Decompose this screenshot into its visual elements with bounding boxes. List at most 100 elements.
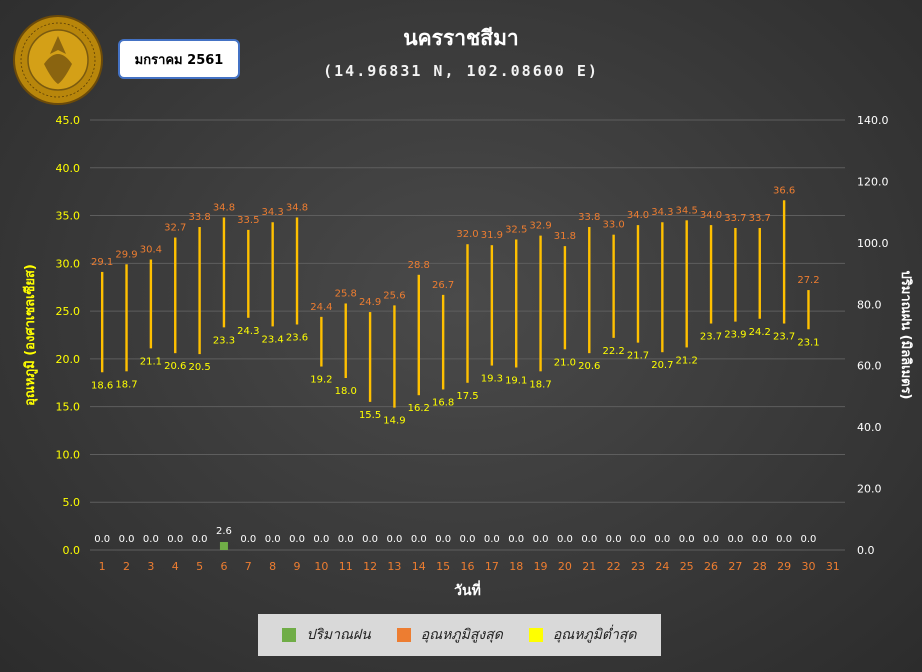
y-tick-label: 40.0 (56, 162, 81, 175)
legend-label-rain: ปริมาณฝน (306, 627, 371, 643)
y2-tick-label: 100.0 (857, 237, 889, 250)
tmin-data-label: 20.7 (651, 360, 673, 371)
tmax-data-label: 32.7 (164, 223, 186, 234)
tmax-data-label: 36.6 (773, 185, 795, 196)
tmax-data-label: 33.7 (749, 213, 771, 224)
tmin-data-label: 23.3 (213, 335, 235, 346)
x-axis-title: วันที่ (454, 580, 481, 599)
tmax-data-label: 30.4 (140, 245, 162, 256)
x-tick-label: 7 (245, 560, 252, 573)
legend-item-tmin: อุณหภูมิต่ำสุด (528, 624, 637, 646)
tmin-data-label: 18.7 (115, 379, 137, 390)
tmax-data-label: 33.8 (188, 212, 210, 223)
tmax-data-label: 29.9 (115, 249, 137, 260)
tmax-data-label: 33.5 (237, 215, 259, 226)
x-tick-label: 31 (826, 560, 840, 573)
tmax-data-label: 24.9 (359, 297, 381, 308)
temp-range-bar (174, 237, 177, 354)
y-tick-label: 30.0 (56, 257, 81, 270)
chart-title: นครราชสีมา (403, 26, 519, 50)
tmin-data-label: 21.0 (554, 357, 576, 368)
tmin-data-label: 21.1 (140, 356, 162, 367)
tmax-data-label: 32.9 (529, 221, 551, 232)
rain-data-label: 0.0 (167, 534, 183, 545)
x-tick-label: 17 (485, 560, 499, 573)
meteorological-department-logo (13, 15, 103, 105)
temp-range-bar (125, 264, 128, 372)
y-tick-label: 45.0 (56, 114, 81, 127)
temp-range-bar (271, 222, 274, 327)
tmin-data-label: 20.6 (164, 361, 186, 372)
x-tick-label: 14 (412, 560, 426, 573)
rain-data-label: 0.0 (801, 534, 817, 545)
x-tick-label: 2 (123, 560, 130, 573)
rain-data-label: 0.0 (727, 534, 743, 545)
tmax-data-label: 24.4 (310, 302, 332, 313)
tmax-data-label: 34.3 (262, 207, 284, 218)
y2-tick-label: 120.0 (857, 175, 889, 188)
temp-range-bar (563, 246, 567, 350)
temp-range-bar (295, 217, 299, 325)
rain-data-label: 0.0 (581, 534, 597, 545)
tmax-data-label: 34.8 (286, 202, 308, 213)
temp-range-bar (198, 227, 201, 355)
temp-range-bar (734, 227, 737, 322)
rain-data-label: 0.0 (752, 534, 768, 545)
x-tick-label: 28 (753, 560, 767, 573)
legend-swatch-tmin (528, 628, 543, 642)
temp-range-bar (661, 222, 664, 353)
temp-range-bar (612, 234, 615, 338)
tmin-data-label: 14.9 (383, 416, 405, 427)
x-tick-label: 16 (461, 560, 475, 573)
y2-tick-label: 40.0 (857, 421, 882, 434)
rain-data-label: 0.0 (606, 534, 622, 545)
rain-data-label: 0.0 (630, 534, 646, 545)
x-tick-label: 20 (558, 560, 572, 573)
y-tick-label: 20.0 (56, 353, 81, 366)
rain-data-label: 2.6 (216, 526, 232, 537)
x-tick-label: 25 (680, 560, 694, 573)
legend-label-tmin: อุณหภูมิต่ำสุด (552, 627, 637, 643)
x-tick-label: 21 (582, 560, 596, 573)
legend: ปริมาณฝน อุณหภูมิสูงสุด อุณหภูมิต่ำสุด (258, 614, 661, 656)
rain-bar (219, 542, 228, 550)
x-tick-label: 8 (269, 560, 276, 573)
temp-range-bar (490, 245, 494, 366)
temp-range-bar (100, 271, 104, 373)
y2-tick-label: 0.0 (857, 544, 875, 557)
rain-data-label: 0.0 (484, 534, 500, 545)
temp-range-bar (685, 220, 688, 348)
temp-range-bar (807, 290, 810, 330)
temp-range-bar (539, 235, 542, 372)
tmin-data-label: 23.4 (262, 334, 284, 345)
rain-data-label: 0.0 (435, 534, 451, 545)
temp-range-bar (709, 225, 713, 324)
y2-tick-label: 80.0 (857, 298, 882, 311)
tmin-data-label: 23.7 (700, 332, 722, 343)
y-tick-label: 10.0 (56, 448, 81, 461)
x-tick-label: 1 (99, 560, 106, 573)
rain-data-label: 0.0 (143, 534, 159, 545)
rain-data-label: 0.0 (265, 534, 281, 545)
tmax-data-label: 34.8 (213, 202, 235, 213)
temp-range-bar (417, 274, 420, 396)
tmax-data-label: 34.5 (676, 205, 698, 216)
tmin-data-label: 19.2 (310, 375, 332, 386)
y-tick-label: 0.0 (63, 544, 81, 557)
x-tick-label: 9 (294, 560, 301, 573)
rain-data-label: 0.0 (94, 534, 110, 545)
x-tick-label: 6 (220, 560, 227, 573)
tmax-data-label: 34.0 (700, 210, 722, 221)
temp-range-bar (344, 303, 347, 378)
temp-range-bar (368, 312, 372, 402)
rain-data-label: 0.0 (119, 534, 135, 545)
rain-data-label: 0.0 (411, 534, 427, 545)
rain-data-label: 0.0 (508, 534, 524, 545)
y2-tick-label: 140.0 (857, 114, 889, 127)
x-tick-label: 13 (387, 560, 401, 573)
tmin-data-label: 20.5 (188, 362, 210, 373)
tmax-data-label: 33.0 (602, 220, 624, 231)
tmax-data-label: 27.2 (797, 275, 819, 286)
tmax-data-label: 25.6 (383, 290, 405, 301)
rain-data-label: 0.0 (703, 534, 719, 545)
